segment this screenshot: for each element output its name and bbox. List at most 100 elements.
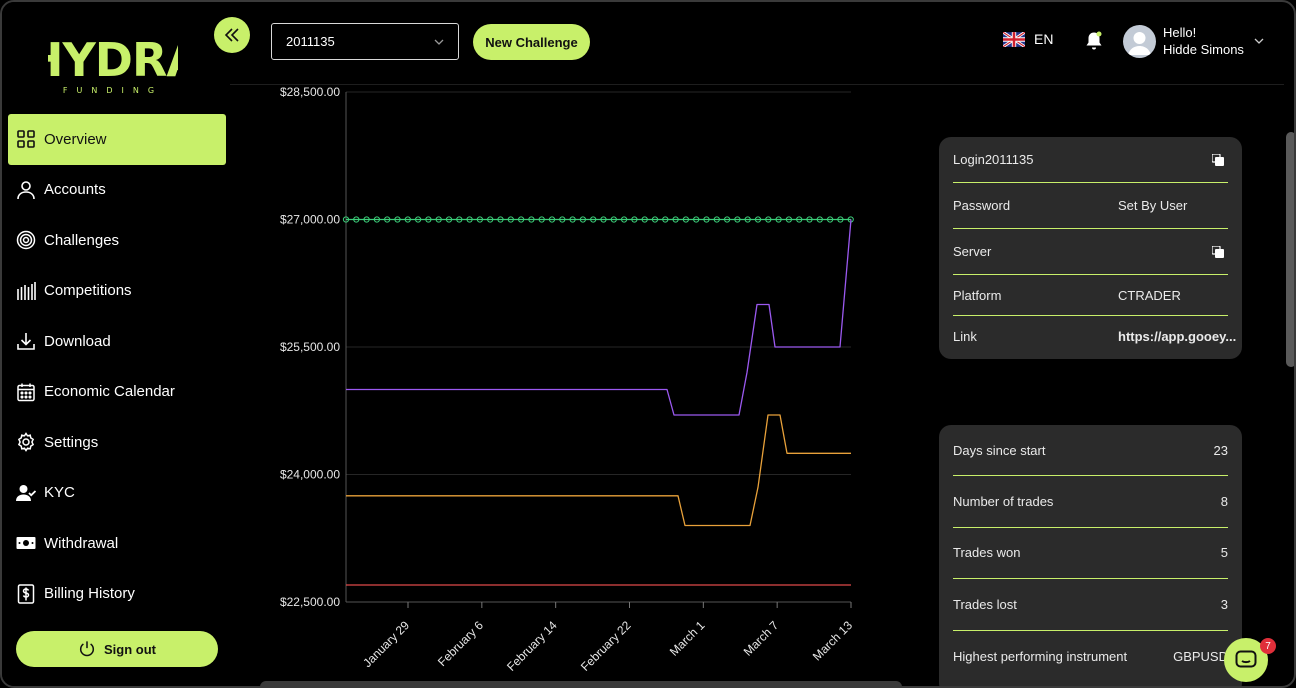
- credential-row-server: Server: [953, 229, 1228, 275]
- language-selector[interactable]: EN: [1003, 31, 1053, 47]
- row-label: Server: [953, 244, 992, 259]
- hydra-logo[interactable]: HYDRA FUNDING: [48, 26, 178, 96]
- row-label: Link: [953, 329, 977, 344]
- copy-icon[interactable]: [1212, 245, 1224, 258]
- sidebar-item-economic-calendar[interactable]: Economic Calendar: [8, 367, 226, 418]
- stat-value: 23: [1213, 442, 1228, 458]
- sidebar-item-download[interactable]: Download: [8, 316, 226, 367]
- new-challenge-button[interactable]: New Challenge: [473, 24, 590, 60]
- double-chevron-left-icon: [224, 28, 239, 42]
- y-tick-label: $22,500.00: [280, 595, 340, 609]
- notifications-button[interactable]: [1085, 31, 1103, 56]
- series-point: [394, 216, 401, 223]
- bell-icon: [1086, 31, 1102, 50]
- sidebar-item-billing-history[interactable]: Billing History: [8, 569, 226, 620]
- target-icon: [16, 231, 36, 250]
- y-tick-label: $28,500.00: [280, 86, 340, 99]
- power-icon: [79, 641, 95, 657]
- new-challenge-label: New Challenge: [485, 34, 578, 50]
- x-tick-label: February 14: [504, 618, 560, 674]
- series-point: [713, 216, 720, 223]
- stat-value: GBPUSD: [1173, 648, 1228, 664]
- credential-row-password: Password Set By User: [953, 183, 1228, 229]
- x-tick-label: March 13: [810, 618, 856, 664]
- stat-value: 3: [1220, 596, 1228, 612]
- x-tick-label: March 7: [741, 618, 782, 659]
- chat-unread-badge: 7: [1260, 638, 1276, 654]
- series-point: [621, 216, 628, 223]
- bars-icon: [17, 281, 36, 300]
- row-value: CTRADER: [1118, 287, 1181, 303]
- svg-text:HYDRA: HYDRA: [48, 33, 178, 87]
- series-line: [346, 414, 851, 527]
- y-tick-label: $25,500.00: [280, 340, 340, 354]
- row-value: Set By User: [1118, 198, 1188, 213]
- credential-row-platform: Platform CTRADER: [953, 275, 1228, 316]
- series-point: [528, 216, 535, 223]
- stat-label: Trades won: [953, 545, 1021, 561]
- series-point: [569, 216, 576, 223]
- stat-label: Days since start: [953, 442, 1046, 458]
- sidebar-item-label: Competitions: [44, 282, 132, 300]
- sidebar-item-competitions[interactable]: Competitions: [8, 266, 226, 317]
- series-point: [456, 216, 463, 223]
- page-scrollbar[interactable]: [1286, 132, 1294, 367]
- row-label: Platform: [953, 287, 1002, 303]
- user-greeting: Hello!: [1163, 25, 1197, 40]
- series-point: [579, 216, 586, 223]
- stat-label: Trades lost: [953, 596, 1017, 612]
- series-point: [466, 216, 473, 223]
- series-point: [435, 216, 442, 223]
- series-point: [754, 216, 762, 223]
- series-point: [775, 216, 782, 223]
- banknote-icon: [16, 537, 36, 550]
- download-icon: [17, 333, 35, 351]
- y-tick-label: $24,000.00: [280, 468, 340, 482]
- equity-chart: $28,500.00 $27,000.00 $25,500.00 $24,000.00…: [280, 86, 856, 674]
- sidebar: HYDRA FUNDING Overview Accounts Challeng…: [2, 2, 230, 686]
- chevron-down-icon: [434, 39, 444, 45]
- stat-label: Highest performing instrument: [953, 648, 1128, 664]
- dollar-doc-icon: [17, 584, 35, 604]
- sidebar-item-withdrawal[interactable]: Withdrawal: [8, 518, 226, 569]
- sidebar-item-kyc[interactable]: KYC: [8, 468, 226, 519]
- series-point: [373, 216, 380, 223]
- series-point: [507, 216, 514, 223]
- series-point: [703, 216, 710, 223]
- chat-icon: [1235, 650, 1257, 668]
- sidebar-item-overview[interactable]: Overview: [8, 114, 226, 165]
- sign-out-button[interactable]: Sign out: [16, 631, 218, 667]
- series-point: [796, 216, 803, 223]
- sidebar-item-label: KYC: [44, 484, 75, 502]
- series-point: [497, 216, 504, 223]
- sidebar-item-settings[interactable]: Settings: [8, 417, 226, 468]
- avatar: [1123, 24, 1156, 58]
- series-point: [363, 216, 370, 223]
- sidebar-nav: Overview Accounts Challenges Competition…: [8, 114, 226, 619]
- calendar-icon: [17, 383, 35, 401]
- series-point: [662, 216, 669, 223]
- series-point: [548, 216, 556, 223]
- series-point: [837, 216, 844, 223]
- series-point: [559, 216, 566, 223]
- series-point: [816, 216, 823, 223]
- user-menu[interactable]: Hello! Hidde Simons: [1123, 24, 1264, 58]
- platform-link[interactable]: https://app.gooey...: [1118, 329, 1237, 344]
- sidebar-item-label: Accounts: [44, 181, 106, 199]
- sidebar-item-label: Overview: [44, 130, 107, 148]
- uk-flag-icon: [1003, 31, 1025, 47]
- chevron-down-icon: [1254, 38, 1264, 44]
- series-point: [518, 216, 525, 223]
- account-select[interactable]: 2011135: [271, 23, 459, 60]
- sidebar-item-accounts[interactable]: Accounts: [8, 165, 226, 216]
- series-point: [641, 216, 648, 223]
- copy-icon[interactable]: [1212, 153, 1224, 166]
- sidebar-item-label: Settings: [44, 433, 99, 451]
- series-point: [693, 216, 700, 223]
- collapse-sidebar-button[interactable]: [214, 17, 250, 53]
- sidebar-item-challenges[interactable]: Challenges: [8, 215, 226, 266]
- series-point: [590, 216, 597, 223]
- series-point: [538, 216, 545, 223]
- stat-value: 5: [1220, 545, 1228, 561]
- user-check-icon: [16, 484, 36, 501]
